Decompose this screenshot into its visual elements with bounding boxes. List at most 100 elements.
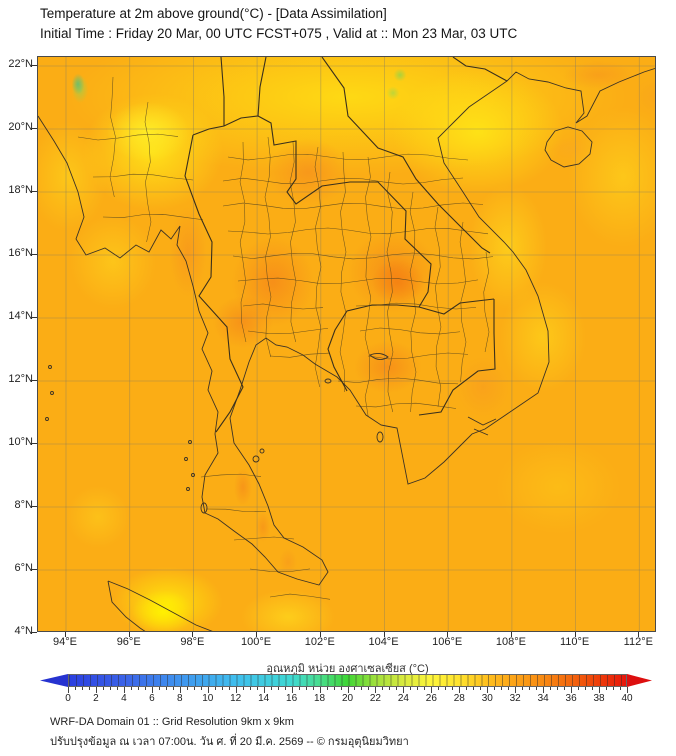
lat-label: 12°N [8, 373, 33, 385]
colorbar-tick [116, 687, 118, 690]
lat-tick [31, 317, 37, 318]
lon-tick [319, 632, 321, 637]
colorbar-tick [347, 687, 349, 693]
lon-label: 108°E [495, 636, 526, 648]
colorbar-tick-label: 20 [341, 693, 354, 704]
colorbar-tick [410, 687, 412, 690]
lat-label: 4°N [14, 625, 33, 637]
page-subtitle: Initial Time : Friday 20 Mar, 00 UTC FCS… [40, 26, 518, 41]
colorbar-tick-label: 28 [453, 693, 465, 704]
colorbar-gradient-bar [68, 674, 627, 687]
lat-tick [31, 65, 37, 66]
colorbar-tick [361, 687, 363, 690]
colorbar-tick [389, 687, 391, 690]
colorbar-tick-label: 16 [286, 693, 298, 704]
lon-tick [65, 632, 66, 637]
colorbar-tick [333, 687, 335, 690]
lon-tick [256, 632, 258, 637]
colorbar-tick [515, 687, 517, 693]
colorbar-tick [431, 687, 433, 693]
country-borders [184, 57, 508, 433]
temperature-map [37, 56, 656, 632]
colorbar-tick [305, 687, 307, 690]
lat-label: 10°N [8, 436, 33, 448]
lat-tick [31, 569, 37, 570]
lon-label: 100°E [241, 636, 272, 648]
lat-label: 18°N [8, 184, 33, 196]
colorbar-tick [585, 687, 587, 690]
colorbar-tick [256, 687, 258, 690]
colorbar-tick [270, 687, 272, 690]
map-gridlines [38, 57, 655, 631]
coastlines [38, 67, 655, 631]
colorbar-tick [613, 687, 615, 690]
colorbar-tick-label: 2 [93, 693, 99, 704]
colorbar-tick [501, 687, 503, 690]
lon-label: 104°E [368, 636, 399, 648]
colorbar-tick [102, 687, 104, 690]
colorbar-tick [158, 687, 160, 690]
colorbar-tick [578, 687, 580, 690]
colorbar-tick-label: 6 [149, 693, 155, 704]
colorbar-tick [417, 687, 419, 690]
map-overlay [38, 57, 655, 631]
colorbar-tick [298, 687, 300, 690]
colorbar-tick [312, 687, 314, 690]
colorbar-tick-label: 4 [121, 693, 127, 704]
colorbar-tick [68, 687, 69, 693]
colorbar-tick [508, 687, 510, 690]
lat-tick [31, 128, 37, 129]
colorbar-tick-label: 12 [230, 693, 242, 704]
lat-tick [31, 443, 37, 444]
colorbar-tick [214, 687, 216, 690]
colorbar-tick [466, 687, 468, 690]
colorbar-tick [445, 687, 447, 690]
lon-label: 112°E [623, 636, 653, 648]
colorbar-tick [536, 687, 538, 690]
colorbar: 0 2 4 6 8 10 12 14 16 18 20 22 24 26 28 30 32 34 36 38 40 [40, 674, 655, 716]
lon-label: 106°E [432, 636, 463, 648]
lon-tick [638, 632, 640, 637]
colorbar-tick [172, 687, 174, 690]
colorbar-tick-label: 30 [481, 693, 493, 704]
colorbar-tick [81, 687, 83, 690]
lat-tick [31, 380, 37, 381]
colorbar-tick [620, 687, 621, 690]
colorbar-tick [242, 687, 244, 690]
colorbar-tick [424, 687, 426, 690]
colorbar-tick [599, 687, 601, 693]
colorbar-tick [165, 687, 167, 690]
colorbar-tick [277, 687, 279, 690]
colorbar-tick-label: 24 [397, 693, 409, 704]
lat-label: 8°N [14, 499, 33, 511]
lat-tick [31, 632, 37, 633]
colorbar-tick [564, 687, 566, 690]
colorbar-tick [627, 687, 628, 693]
footer-update-info: ปรับปรุงข้อมูล ณ เวลา 07:00น. วัน ศ. ที่… [50, 736, 409, 748]
colorbar-tick [228, 687, 230, 690]
lon-label: 110°E [559, 636, 590, 648]
colorbar-tick [571, 687, 573, 693]
colorbar-tick-label: 32 [509, 693, 521, 704]
colorbar-label: อุณหภูมิ หน่วย องศาเซลเซียส (°C) [266, 663, 429, 675]
lon-label: 102°E [304, 636, 335, 648]
colorbar-tick [221, 687, 223, 690]
lat-label: 22°N [8, 58, 33, 70]
colorbar-tick [109, 687, 111, 690]
lon-tick [510, 632, 512, 637]
lat-label: 6°N [14, 562, 33, 574]
colorbar-tick [200, 687, 202, 690]
lon-label: 94°E [53, 636, 77, 648]
colorbar-tick [403, 687, 405, 693]
colorbar-tick [550, 687, 552, 690]
colorbar-tick-label: 14 [258, 693, 270, 704]
colorbar-tick [375, 687, 377, 693]
colorbar-tick [179, 687, 181, 693]
page-title: Temperature at 2m above ground(°C) - [Da… [40, 6, 387, 21]
lon-label: 98°E [180, 636, 205, 648]
colorbar-tick [235, 687, 237, 693]
lat-tick [31, 506, 37, 507]
colorbar-tick [522, 687, 524, 690]
colorbar-tick-label: 8 [177, 693, 183, 704]
colorbar-tick [88, 687, 90, 690]
